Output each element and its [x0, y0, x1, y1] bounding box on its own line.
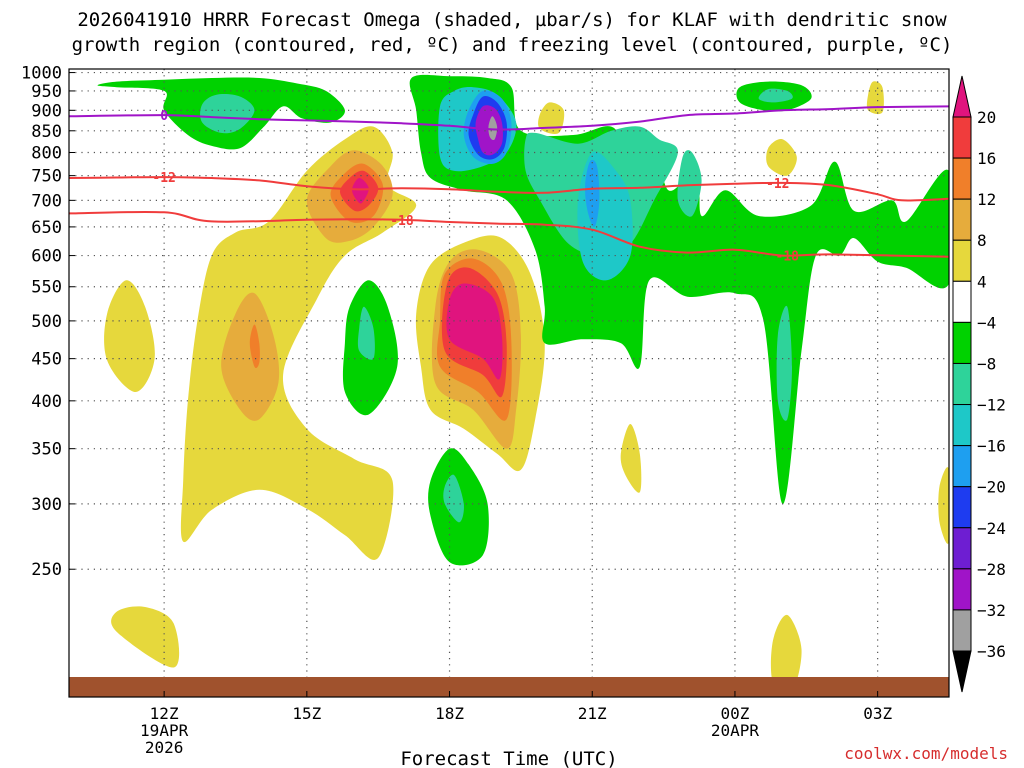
y-tick-label-1000: 1000	[21, 64, 62, 84]
y-tick-label-500: 500	[31, 312, 62, 332]
y-tick-label-550: 550	[31, 278, 62, 298]
contour-label-dendritic-minus18-2: -18	[776, 249, 800, 264]
colorbar-label-11: −28	[977, 560, 1006, 579]
omega-shading	[97, 74, 949, 694]
omega-region-descent-gray-core	[488, 116, 498, 141]
colorbar-label-1: 16	[977, 149, 996, 168]
contour-dendritic-minus18	[69, 210, 949, 258]
chart-title: 2026041910 HRRR Forecast Omega (shaded, …	[0, 8, 1024, 58]
y-tick-label-850: 850	[31, 122, 62, 142]
y-tick-label-450: 450	[31, 350, 62, 370]
colorbar-bin-7	[952, 362, 972, 406]
x-tick-date-12Z: 19APR	[140, 721, 189, 740]
y-tick-label-400: 400	[31, 392, 62, 412]
y-tick-label-900: 900	[31, 101, 62, 121]
y-tick-label-600: 600	[31, 247, 62, 267]
colorbar-bin-4	[952, 239, 972, 282]
plot-frame	[68, 68, 950, 698]
x-tick-year-12Z: 2026	[145, 738, 184, 757]
omega-region-ascent-yellow-small-a	[104, 280, 155, 393]
y-tick-label-750: 750	[31, 167, 62, 187]
contour-label-freezing-level-0: 0	[160, 109, 168, 124]
x-tick-label-00Z: 00Z	[720, 704, 749, 723]
contour-label-dendritic-minus12: -12	[152, 171, 175, 186]
omega-region-ascent-orange-west	[249, 324, 260, 369]
omega-region-ascent-yellow-small-e	[538, 102, 565, 134]
omega-region-ascent-gold-west	[221, 292, 280, 421]
colorbar-bin-9	[952, 445, 972, 488]
omega-region-descent-teal-top	[443, 474, 464, 523]
y-axis: 2503003504004505005506006507007508008509…	[21, 64, 75, 580]
colorbar-bin-3	[952, 198, 972, 241]
x-axis-label: Forecast Time (UTC)	[400, 748, 617, 768]
colorbar-label-7: −12	[977, 396, 1006, 415]
colorbar: 20 16 12 8 4 −4 −8 −12 −16 −20 −24 −28 −32 −36	[952, 75, 1006, 693]
y-tick-label-350: 350	[31, 440, 62, 460]
colorbar-label-5: −4	[977, 313, 996, 332]
omega-region-ascent-magenta-north	[446, 283, 503, 380]
title-line-2: growth region (contoured, red, ºC) and f…	[71, 34, 953, 56]
colorbar-label-0: 20	[977, 108, 996, 127]
x-tick-date-00Z: 20APR	[711, 721, 760, 740]
temperature-contours: -18 -18 -12 -12 0	[69, 105, 949, 264]
colorbar-bin-12	[952, 568, 972, 611]
y-tick-label-300: 300	[31, 495, 62, 515]
y-tick-label-800: 800	[31, 144, 62, 164]
omega-region-ascent-yellow-right-c	[938, 467, 949, 544]
credit-text: coolwx.com/models	[844, 744, 1008, 763]
colorbar-bin-1	[952, 116, 972, 159]
omega-region-ascent-yellow-small-b	[620, 424, 642, 493]
x-tick-label-15Z: 15Z	[292, 704, 321, 723]
x-tick-label-21Z: 21Z	[578, 704, 607, 723]
x-tick-label-03Z: 03Z	[863, 704, 892, 723]
colorbar-bin-bottom	[952, 650, 972, 693]
contour-freezing-level-0	[69, 105, 949, 131]
omega-region-descent-teal-sw	[200, 94, 255, 134]
omega-region-ascent-yellow-tip-a	[111, 606, 180, 668]
contour-label-dendritic-minus12-2: -12	[766, 177, 789, 192]
omega-region-ascent-yellow-small-f	[866, 81, 884, 115]
omega-region-descent-teal-upper-east	[776, 305, 792, 421]
colorbar-bin-10	[952, 486, 972, 529]
colorbar-bin-8	[952, 404, 972, 447]
ground-surface	[69, 677, 949, 697]
colorbar-bin-6	[952, 321, 972, 364]
colorbar-bin-2	[952, 157, 972, 200]
y-tick-label-950: 950	[31, 82, 62, 102]
colorbar-bin-top	[952, 75, 972, 118]
colorbar-label-10: −24	[977, 519, 1006, 538]
colorbar-bin-13	[952, 609, 972, 652]
x-tick-label-12Z: 12Z	[150, 704, 179, 723]
colorbar-label-2: 12	[977, 190, 996, 209]
colorbar-label-8: −16	[977, 437, 1006, 456]
colorbar-bin-5	[952, 280, 972, 323]
omega-region-descent-teal-se	[758, 88, 793, 103]
colorbar-label-6: −8	[977, 354, 996, 373]
title-line-1: 2026041910 HRRR Forecast Omega (shaded, …	[77, 9, 947, 31]
colorbar-bin-11	[952, 527, 972, 570]
y-tick-label-700: 700	[31, 191, 62, 211]
omega-region-ascent-yellow-small-d	[766, 139, 797, 176]
y-tick-label-250: 250	[31, 560, 62, 580]
colorbar-label-4: 4	[977, 272, 987, 291]
omega-region-ascent-magenta-center	[352, 177, 369, 204]
omega-region-ascent-yellow-top-b	[770, 614, 802, 694]
y-tick-label-650: 650	[31, 218, 62, 238]
colorbar-label-3: 8	[977, 231, 987, 250]
omega-region-descent-teal-mid	[357, 306, 375, 360]
contour-label-dendritic-minus18: -18	[390, 214, 414, 229]
colorbar-label-12: −32	[977, 601, 1006, 620]
colorbar-label-9: −20	[977, 478, 1006, 497]
x-tick-label-18Z: 18Z	[435, 704, 464, 723]
colorbar-label-13: −36	[977, 642, 1006, 661]
contour-dendritic-minus12	[69, 176, 949, 202]
